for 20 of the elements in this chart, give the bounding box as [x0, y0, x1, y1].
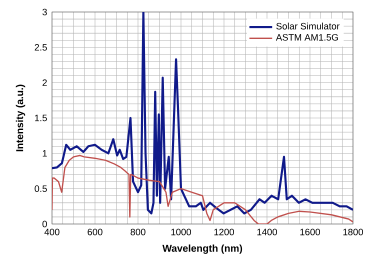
- legend-label: Solar Simulator: [276, 22, 340, 30]
- x-tick-label: 600: [88, 228, 102, 236]
- x-axis-title: Wavelength (nm): [162, 244, 242, 254]
- y-tick-label: 2.5: [34, 44, 47, 51]
- y-tick-label: 0.5: [34, 185, 47, 192]
- x-tick-label: 1400: [257, 228, 278, 236]
- x-tick-label: 400: [44, 228, 60, 236]
- x-tick-label: 1000: [171, 228, 192, 236]
- y-tick-label: 1: [42, 150, 47, 157]
- y-tick-label: 0: [42, 220, 47, 228]
- y-axis-title: Intensity (a.u.): [16, 84, 26, 152]
- x-tick-label: 1800: [343, 228, 364, 236]
- line-series: [52, 154, 353, 224]
- y-tick-label: 1.5: [35, 114, 47, 122]
- y-tick-label: 2: [42, 79, 47, 86]
- x-tick-label: 1600: [300, 228, 320, 236]
- x-tick-label: 800: [130, 228, 146, 236]
- legend-label: ASTM AM1.5G: [276, 34, 338, 41]
- y-tick-label: 3: [42, 8, 47, 16]
- x-tick-label: 1200: [214, 228, 234, 236]
